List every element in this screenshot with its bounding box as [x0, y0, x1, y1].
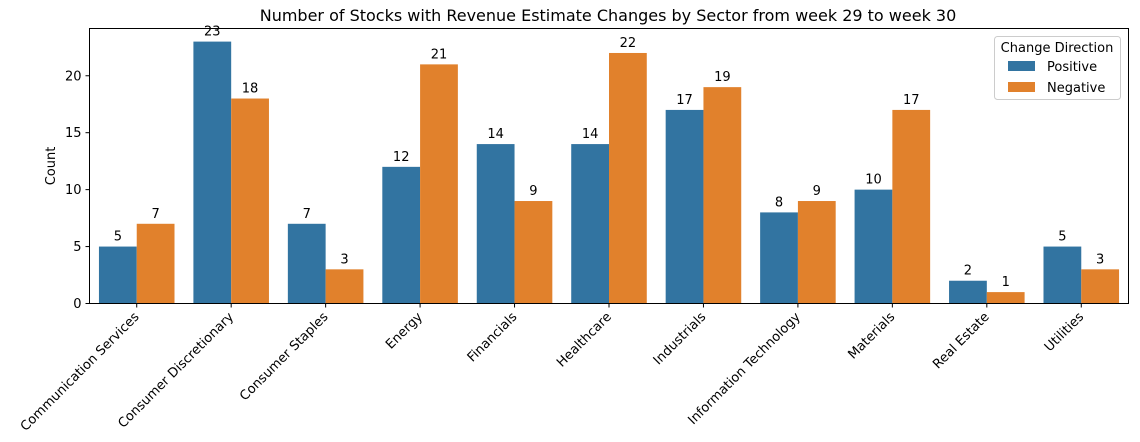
bar-negative-10 — [1081, 269, 1120, 304]
bar-negative-0 — [136, 223, 175, 304]
data-label-positive-0: 5 — [114, 230, 122, 245]
data-label-negative-6: 19 — [714, 70, 731, 85]
bar-positive-3 — [382, 166, 421, 304]
data-label-positive-3: 12 — [393, 150, 410, 165]
x-tick-label-7: Information Technology — [685, 310, 803, 428]
data-label-negative-10: 3 — [1096, 252, 1104, 267]
legend-title: Change Direction — [1001, 41, 1114, 56]
x-tick-label-9: Real Estate — [930, 310, 992, 372]
data-label-positive-1: 23 — [204, 25, 221, 40]
bar-positive-4 — [476, 144, 515, 304]
x-tick-label-6: Industrials — [651, 310, 710, 369]
x-tick-label-5: Healthcare — [554, 310, 615, 371]
bar-negative-4 — [514, 201, 553, 304]
data-label-negative-2: 3 — [340, 252, 348, 267]
data-label-negative-7: 9 — [813, 184, 821, 199]
y-tick-label-2: 10 — [65, 183, 82, 198]
y-tick-label-3: 15 — [65, 126, 82, 141]
y-axis: 0 5 10 15 20 — [65, 69, 90, 312]
y-tick-label-1: 5 — [73, 240, 81, 255]
data-label-positive-7: 8 — [775, 195, 783, 210]
data-label-positive-6: 17 — [676, 93, 693, 108]
data-label-negative-9: 1 — [1002, 275, 1010, 290]
bar-negative-1 — [231, 98, 269, 304]
legend-label-positive: Positive — [1047, 60, 1097, 75]
data-label-positive-8: 10 — [865, 173, 882, 188]
legend-swatch-positive — [1008, 61, 1035, 71]
x-tick-label-2: Consumer Staples — [237, 310, 331, 404]
bar-positive-5 — [571, 144, 609, 304]
y-axis-label: Count — [44, 147, 59, 186]
x-tick-label-10: Utilities — [1042, 310, 1087, 355]
data-label-positive-5: 14 — [582, 127, 599, 142]
bar-positive-2 — [287, 223, 326, 304]
data-label-negative-4: 9 — [529, 184, 537, 199]
bar-positive-8 — [854, 189, 893, 304]
data-label-negative-5: 22 — [620, 36, 637, 51]
plot-frame — [89, 28, 1129, 304]
bars-group — [98, 41, 1120, 304]
x-tick-label-3: Energy — [383, 310, 426, 353]
legend-swatch-negative — [1008, 82, 1035, 92]
bar-negative-7 — [797, 201, 836, 304]
bar-positive-9 — [949, 280, 987, 304]
bar-positive-6 — [665, 109, 704, 304]
chart-title: Number of Stocks with Revenue Estimate C… — [260, 6, 957, 25]
x-tick-label-4: Financials — [465, 310, 521, 366]
bar-negative-5 — [609, 52, 647, 304]
data-label-negative-8: 17 — [903, 93, 920, 108]
y-tick-label-0: 0 — [73, 297, 81, 312]
data-label-positive-2: 7 — [303, 207, 311, 222]
data-label-positive-9: 2 — [964, 264, 972, 279]
legend-label-negative: Negative — [1047, 81, 1105, 96]
bar-positive-0 — [98, 246, 137, 304]
data-label-positive-4: 14 — [487, 127, 504, 142]
bar-negative-2 — [325, 269, 364, 304]
bar-negative-6 — [703, 87, 742, 304]
bar-positive-10 — [1043, 246, 1082, 304]
bar-negative-8 — [892, 109, 931, 304]
bar-positive-7 — [760, 212, 798, 304]
data-label-negative-3: 21 — [431, 47, 448, 62]
x-tick-label-8: Materials — [845, 310, 898, 363]
legend: Change Direction Positive Negative — [994, 36, 1121, 100]
bar-positive-1 — [193, 41, 232, 304]
data-label-negative-1: 18 — [242, 82, 259, 97]
bar-negative-9 — [986, 292, 1025, 304]
bar-negative-3 — [420, 64, 458, 304]
data-label-negative-0: 7 — [151, 207, 159, 222]
data-label-positive-10: 5 — [1058, 230, 1066, 245]
y-tick-label-4: 20 — [65, 69, 82, 84]
